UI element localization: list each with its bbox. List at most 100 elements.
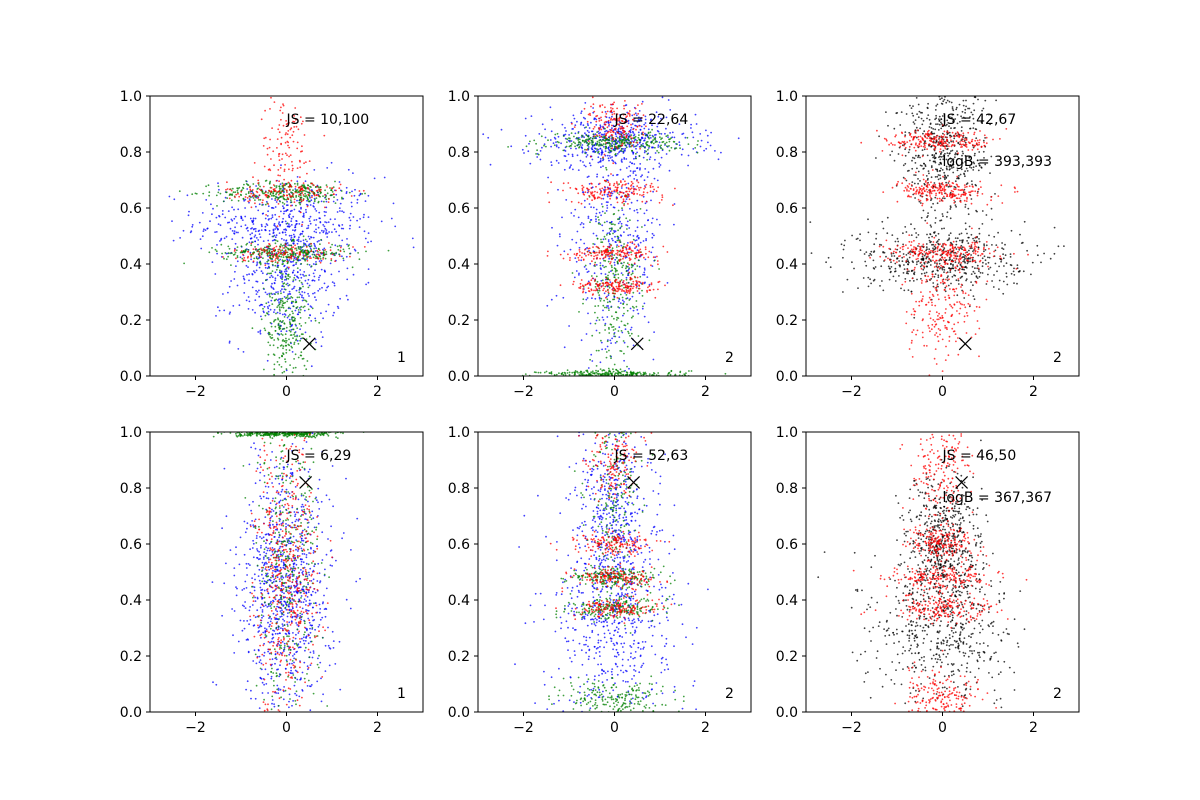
scatter-point-red: [290, 179, 293, 182]
scatter-point-green: [616, 137, 619, 139]
scatter-point-blue: [326, 232, 329, 235]
scatter-point-blue: [549, 139, 552, 141]
scatter-point-green: [573, 372, 576, 375]
scatter-point-green: [299, 311, 301, 314]
scatter-point-green: [234, 251, 237, 254]
scatter-point-blue: [315, 210, 318, 212]
scatter-point-blue: [256, 261, 259, 264]
scatter-point-green: [298, 296, 301, 299]
scatter-point-green: [604, 127, 606, 130]
scatter-point-red: [611, 251, 614, 254]
scatter-point-green: [634, 372, 637, 375]
scatter-point-blue: [234, 215, 237, 218]
scatter-point-blue: [290, 261, 293, 263]
scatter-point-blue: [527, 150, 530, 153]
scatter-point-blue: [595, 329, 598, 332]
scatter-point-green: [278, 356, 281, 359]
scatter-point-red: [256, 191, 259, 194]
scatter-point-red: [626, 125, 629, 128]
scatter-point-red: [621, 288, 623, 291]
scatter-point-blue: [373, 177, 376, 180]
scatter-point-blue: [279, 223, 282, 226]
scatter-point-blue: [529, 162, 532, 165]
scatter-point-blue: [638, 142, 641, 144]
scatter-point-red: [264, 194, 267, 196]
scatter-point-green: [314, 198, 316, 201]
scatter-point-blue: [550, 130, 553, 133]
scatter-point-blue: [282, 217, 284, 220]
scatter-point-green: [647, 148, 649, 151]
scatter-point-red: [588, 140, 590, 143]
scatter-point-blue: [291, 323, 294, 326]
scatter-point-green: [263, 368, 265, 371]
scatter-point-green: [650, 141, 653, 144]
scatter-point-blue: [645, 238, 647, 240]
scatter-point-black: [872, 267, 875, 269]
scatter-point-blue: [606, 345, 609, 348]
scatter-point-red: [630, 184, 633, 186]
scatter-point-blue: [598, 296, 601, 299]
scatter-point-blue: [574, 124, 577, 127]
scatter-point-green: [634, 135, 637, 138]
scatter-point-red: [593, 251, 596, 254]
scatter-point-green: [313, 247, 315, 250]
scatter-point-blue: [655, 111, 658, 114]
scatter-point-blue: [370, 240, 372, 243]
scatter-point-green: [285, 198, 288, 201]
scatter-point-blue: [612, 160, 615, 163]
scatter-point-green: [269, 336, 272, 338]
scatter-point-red: [267, 203, 270, 205]
scatter-point-blue: [636, 235, 638, 238]
scatter-point-red: [611, 134, 614, 137]
scatter-point-red: [633, 275, 636, 278]
scatter-point-green: [590, 139, 593, 142]
x-tick-label: 0: [282, 384, 291, 400]
scatter-point-blue: [254, 227, 257, 230]
scatter-point-red: [263, 250, 266, 253]
scatter-point-blue: [550, 164, 553, 167]
scatter-point-black: [1005, 262, 1008, 265]
scatter-point-black: [950, 263, 952, 266]
scatter-point-green: [576, 144, 579, 147]
scatter-point-green: [611, 315, 613, 318]
scatter-point-red: [276, 147, 278, 149]
scatter-point-blue: [218, 215, 221, 218]
scatter-point-green: [289, 276, 291, 278]
scatter-point-green: [274, 264, 277, 267]
scatter-point-blue: [622, 314, 624, 317]
scatter-point-blue: [234, 242, 237, 245]
scatter-point-green: [285, 351, 288, 354]
scatter-point-blue: [642, 142, 644, 145]
scatter-point-green: [294, 254, 297, 257]
scatter-point-red: [277, 203, 280, 205]
scatter-point-red: [610, 173, 612, 175]
scatter-point-green: [289, 323, 292, 326]
scatter-point-blue: [673, 203, 676, 205]
scatter-point-green: [645, 373, 647, 375]
scatter-point-green: [624, 139, 627, 142]
scatter-point-blue: [267, 205, 270, 208]
scatter-point-red: [288, 194, 291, 197]
scatter-point-green: [596, 131, 598, 134]
scatter-point-red: [632, 283, 634, 285]
scatter-point-blue: [338, 224, 340, 227]
scatter-point-blue: [307, 235, 310, 238]
scatter-point-blue: [628, 165, 631, 168]
scatter-point-red: [636, 180, 638, 182]
scatter-point-red: [264, 136, 267, 139]
scatter-point-blue: [321, 229, 323, 232]
scatter-point-red: [629, 277, 632, 279]
scatter-point-green: [273, 363, 276, 366]
scatter-point-green: [320, 238, 322, 241]
scatter-point-blue: [252, 217, 255, 220]
scatter-point-black: [886, 232, 889, 235]
scatter-point-red: [293, 126, 296, 128]
scatter-point-blue: [257, 230, 260, 233]
scatter-point-red: [278, 131, 281, 134]
scatter-point-red: [281, 153, 284, 156]
scatter-point-blue: [364, 237, 367, 240]
scatter-point-red: [610, 244, 613, 247]
scatter-point-blue: [259, 331, 261, 333]
scatter-point-blue: [647, 128, 650, 131]
scatter-point-blue: [323, 230, 325, 232]
